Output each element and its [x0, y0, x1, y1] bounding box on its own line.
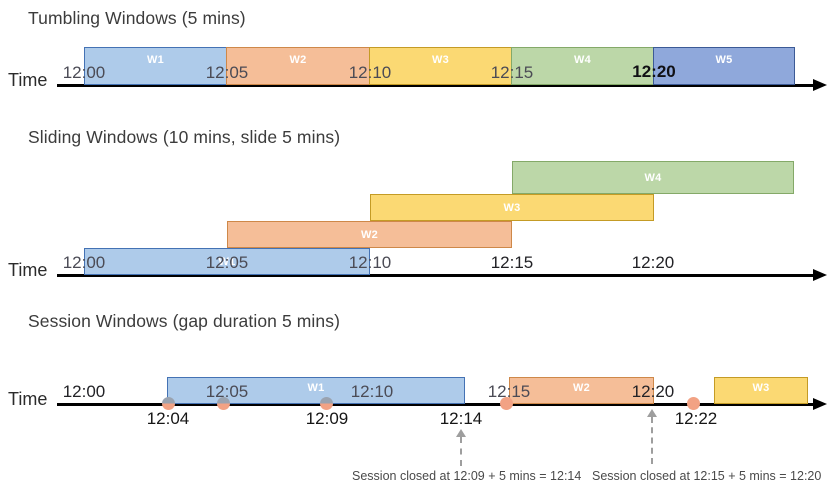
session-axis-time-label: Time [8, 389, 48, 409]
tumbling-tick-12-10: 12:10 [348, 63, 392, 82]
session-tick-12-15: 12:15 [487, 382, 531, 401]
sliding-window-w4: W4 [512, 161, 794, 194]
window-label: W5 [715, 54, 733, 66]
tumbling-tick-12-00: 12:00 [62, 63, 106, 82]
window-label: W3 [752, 382, 770, 394]
tumbling-window-w2: W2 [226, 47, 370, 85]
sliding-tick-12-05: 12:05 [205, 253, 249, 272]
sliding-time-axis [57, 274, 814, 277]
window-label: W1 [146, 54, 165, 66]
sliding-tick-12-20: 12:20 [631, 253, 675, 272]
window-label: W2 [572, 382, 591, 394]
session-time-axis [57, 403, 814, 406]
tumbling-section-title: Tumbling Windows (5 mins) [28, 8, 246, 28]
session-event-label-12-04: 12:04 [146, 409, 190, 428]
session-window-w1: W1 [167, 377, 465, 404]
session-event-label-12-09: 12:09 [305, 409, 349, 428]
event-dot-12-22 [687, 397, 700, 410]
session-tick-12-00: 12:00 [62, 382, 106, 401]
session-annotation-1: Session closed at 12:09 + 5 mins = 12:14 [352, 469, 582, 483]
callout-arrowhead-icon [647, 409, 657, 417]
window-label: W2 [289, 54, 307, 66]
event-dot-12-05 [217, 397, 230, 410]
window-label: W2 [360, 228, 379, 241]
sliding-section-title: Sliding Windows (10 mins, slide 5 mins) [28, 127, 341, 147]
tumbling-time-axis [57, 84, 814, 87]
session-tick-12-05: 12:05 [205, 382, 249, 401]
session-event-label-12-22: 12:22 [674, 409, 718, 428]
tumbling-window-w5: W5 [653, 47, 795, 85]
callout-dashed-line [460, 437, 462, 466]
tumbling-axis-arrowhead-icon [813, 79, 827, 91]
window-label: W4 [573, 54, 592, 66]
tumbling-window-w3: W3 [369, 47, 512, 85]
session-section-title: Session Windows (gap duration 5 mins) [28, 311, 341, 331]
event-dot-12-09 [320, 397, 333, 410]
sliding-axis-arrowhead-icon [813, 269, 827, 281]
tumbling-tick-12-20: 12:20 [632, 62, 676, 81]
session-tick-12-20: 12:20 [631, 382, 675, 401]
session-annotation-2: Session closed at 12:15 + 5 mins = 12:20 [592, 469, 822, 483]
event-dot-12-15 [500, 397, 513, 410]
window-label: W1 [218, 255, 236, 268]
session-window-w3: W3 [714, 377, 808, 404]
event-dot-12-04 [162, 397, 175, 410]
window-label: W1 [307, 382, 325, 394]
window-label: W4 [644, 171, 662, 184]
window-label: W3 [503, 201, 521, 214]
tumbling-axis-time-label: Time [8, 70, 48, 90]
sliding-window-w1: W1 [84, 248, 370, 275]
sliding-window-w2: W2 [227, 221, 512, 248]
callout-dashed-line [651, 417, 653, 464]
session-tick-12-10: 12:10 [350, 382, 394, 401]
tumbling-window-w1: W1 [84, 47, 227, 85]
tumbling-tick-12-05: 12:05 [205, 63, 249, 82]
sliding-axis-time-label: Time [8, 260, 48, 280]
sliding-tick-12-15: 12:15 [490, 253, 534, 272]
sliding-window-w3: W3 [370, 194, 654, 221]
sliding-tick-12-00: 12:00 [62, 253, 106, 272]
callout-arrowhead-icon [456, 429, 466, 437]
tumbling-tick-12-15: 12:15 [490, 63, 534, 82]
session-axis-arrowhead-icon [813, 398, 827, 410]
sliding-tick-12-10: 12:10 [348, 253, 392, 272]
session-close-label-12-14: 12:14 [439, 409, 483, 428]
window-label: W3 [431, 54, 450, 66]
session-window-w2: W2 [509, 377, 654, 404]
